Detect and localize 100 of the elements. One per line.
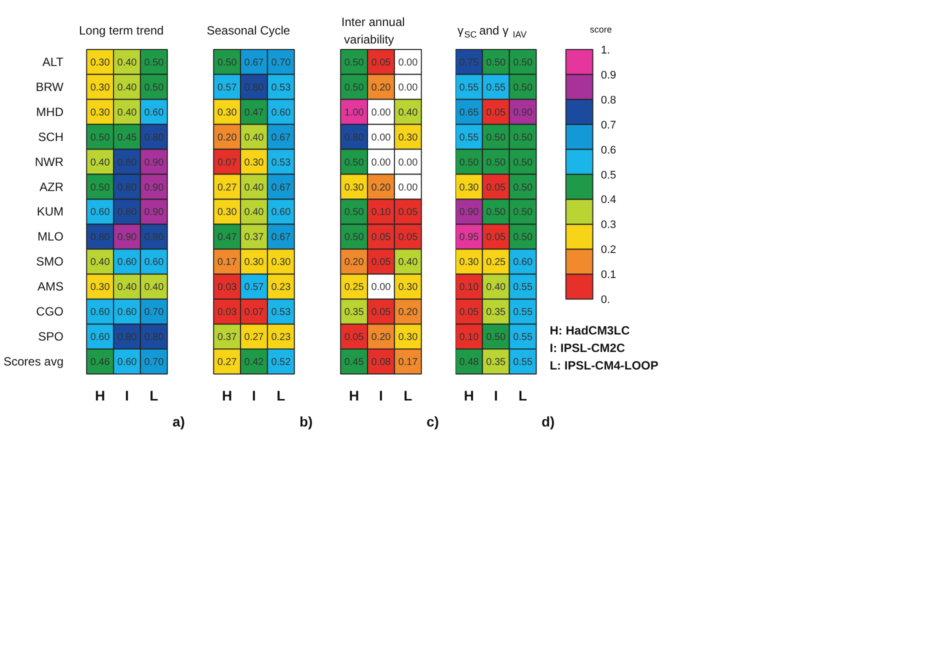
data-label: 0.60 — [271, 107, 292, 118]
y-tick-label: MLO — [37, 230, 64, 244]
data-label: 0.40 — [486, 282, 506, 294]
y-tick-label: KUM — [36, 204, 64, 219]
data-label: 0.40 — [117, 107, 138, 118]
data-label: 0.50 — [90, 182, 110, 194]
x-tick-label: I — [379, 388, 383, 404]
y-tick-label: BRW — [36, 80, 64, 94]
data-label: 0.05 — [486, 182, 506, 194]
data-label: 0.00 — [371, 132, 392, 144]
data-label: 0.60 — [117, 307, 138, 318]
data-label: 0.30 — [90, 57, 110, 68]
x-tick-label: H — [349, 388, 360, 404]
color-bar-label: 0. — [600, 294, 610, 306]
data-label: 0.40 — [244, 182, 264, 194]
data-label: 0.50 — [144, 57, 164, 68]
data-label: 0.30 — [217, 107, 238, 118]
data-label: 0.20 — [217, 132, 238, 144]
data-label: 0.40 — [144, 282, 164, 294]
data-label: 0.60 — [144, 257, 164, 268]
color-bar-label: 0.1 — [600, 269, 616, 282]
y-tick-label: SCH — [38, 130, 64, 144]
data-label: 0.05 — [371, 257, 392, 268]
data-label: 0.30 — [398, 282, 418, 294]
data-label: 0.23 — [271, 332, 292, 344]
data-label: 0.20 — [371, 332, 392, 344]
data-label: 0.30 — [344, 182, 364, 194]
data-label: 0.75 — [459, 57, 480, 68]
data-label: 0.45 — [344, 357, 364, 368]
data-label: 0.60 — [513, 257, 533, 268]
data-label: 0.05 — [344, 332, 364, 344]
data-label: 0.95 — [459, 232, 480, 244]
chart-title: Seasonal Cycle — [206, 24, 290, 38]
data-label: 0.50 — [513, 182, 533, 194]
x-tick-label: I — [494, 388, 498, 404]
data-label: 0.30 — [90, 82, 110, 94]
data-label: 0.20 — [398, 307, 418, 318]
data-label: 0.48 — [459, 357, 480, 368]
data-label: 0.90 — [513, 107, 533, 118]
data-label: 0.90 — [144, 207, 164, 218]
data-label: 0.50 — [344, 157, 364, 168]
data-label: 0.00 — [398, 157, 418, 168]
data-label: 0.50 — [513, 232, 533, 244]
data-label: 0.80 — [117, 207, 138, 218]
data-label: 0.05 — [398, 232, 418, 244]
x-tick-label: L — [276, 388, 286, 404]
data-label: 0.40 — [117, 57, 138, 68]
data-label: 0.23 — [271, 282, 292, 294]
y-tick-label: CGO — [36, 304, 64, 319]
x-tick-label: L — [518, 388, 528, 404]
data-label: 0.55 — [459, 82, 480, 94]
x-tick-label: L — [150, 388, 159, 404]
y-tick-label: ALT — [42, 54, 64, 69]
data-label: 0.80 — [90, 232, 110, 244]
data-label: 0.40 — [90, 257, 110, 268]
data-label: 0.50 — [513, 157, 533, 168]
data-label: 0.80 — [117, 332, 138, 344]
data-label: 0.55 — [513, 332, 533, 344]
data-label: 0.50 — [486, 157, 506, 168]
data-label: 0.07 — [244, 307, 264, 318]
data-label: 0.05 — [486, 107, 506, 118]
data-label: 0.37 — [217, 332, 238, 344]
y-tick-label: SMO — [36, 254, 64, 269]
data-label: 0.80 — [144, 232, 164, 244]
data-label: 0.80 — [344, 132, 364, 144]
data-label: 0.50 — [486, 332, 506, 344]
data-label: 0.30 — [90, 107, 110, 118]
data-label: 0.80 — [144, 332, 164, 344]
data-label: 0.25 — [486, 257, 506, 268]
color-bar-label: 0.3 — [600, 219, 616, 232]
data-label: 0.37 — [244, 232, 264, 244]
data-label: 0.65 — [459, 107, 480, 118]
color-bar-label: 0.2 — [600, 244, 616, 256]
y-tick-label: NWR — [34, 154, 64, 169]
data-label: 0.30 — [398, 132, 418, 144]
data-label: 0.20 — [344, 257, 364, 268]
data-label: 0.50 — [344, 232, 364, 244]
data-label: 0.50 — [217, 57, 238, 68]
y-tick-label: AZR — [40, 180, 64, 194]
text: b) — [300, 414, 313, 430]
data-label: 0.35 — [486, 357, 506, 368]
data-label: 0.10 — [371, 207, 392, 218]
data-label: 0.60 — [117, 357, 138, 368]
data-label: 0.60 — [90, 307, 110, 318]
data-label: 0.50 — [513, 57, 533, 68]
data-label: 0.03 — [217, 282, 238, 294]
data-label: 0.90 — [144, 157, 164, 168]
data-label: 0.90 — [459, 207, 480, 218]
data-label: 0.50 — [513, 132, 533, 144]
data-label: 0.50 — [459, 157, 480, 168]
data-label: 0.17 — [398, 357, 418, 368]
data-label: 0.40 — [117, 282, 138, 294]
data-label: 0.40 — [244, 132, 264, 144]
data-label: 0.00 — [371, 107, 392, 118]
color-bar-label: 1. — [600, 44, 610, 56]
y-tick-label: MHD — [36, 104, 64, 119]
data-label: 0.53 — [271, 307, 292, 318]
color-bar-label: 0.6 — [600, 144, 616, 156]
data-label: 0.90 — [117, 232, 138, 244]
color-bar-label: 0.5 — [600, 169, 616, 182]
